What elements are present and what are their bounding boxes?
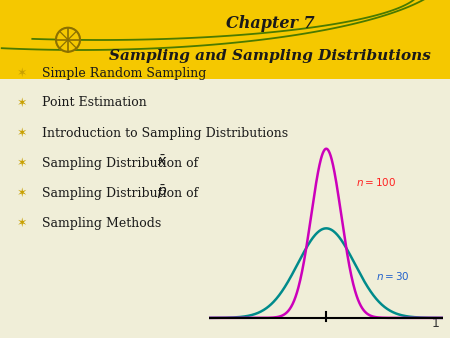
Text: ✶: ✶: [17, 187, 27, 199]
Circle shape: [56, 28, 80, 52]
Text: Sampling Methods: Sampling Methods: [42, 217, 161, 230]
Circle shape: [56, 28, 80, 52]
Text: Sampling Distribution of: Sampling Distribution of: [42, 156, 198, 169]
Text: ✶: ✶: [17, 97, 27, 110]
Text: Sampling and Sampling Distributions: Sampling and Sampling Distributions: [109, 49, 431, 63]
Text: $\bar{x}$: $\bar{x}$: [157, 154, 168, 169]
Text: ✶: ✶: [17, 217, 27, 230]
Text: 1: 1: [432, 317, 440, 330]
Text: $\bar{p}$: $\bar{p}$: [157, 183, 167, 201]
Text: Introduction to Sampling Distributions: Introduction to Sampling Distributions: [42, 126, 288, 140]
Bar: [0, 0, 450, 79]
Text: Chapter 7: Chapter 7: [226, 15, 314, 32]
Text: $n = 30$: $n = 30$: [376, 270, 410, 282]
Text: ✶: ✶: [17, 126, 27, 140]
Text: Point Estimation: Point Estimation: [42, 97, 147, 110]
Text: $n = 100$: $n = 100$: [356, 176, 397, 188]
Text: ✶: ✶: [17, 67, 27, 79]
Text: Simple Random Sampling: Simple Random Sampling: [42, 67, 207, 79]
Text: Sampling Distribution of: Sampling Distribution of: [42, 187, 198, 199]
Text: ✶: ✶: [17, 156, 27, 169]
